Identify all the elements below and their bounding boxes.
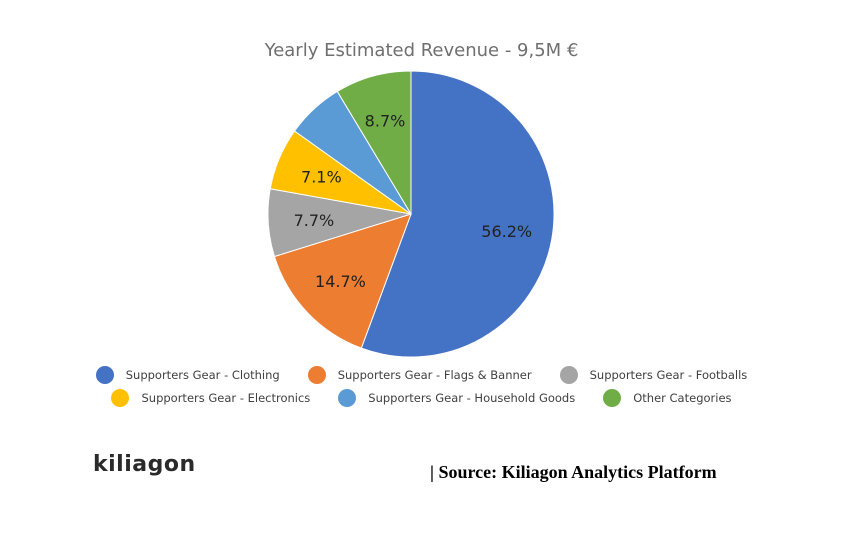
slice-data-label: 7.7% xyxy=(294,211,335,230)
slice-data-label: 56.2% xyxy=(481,222,532,241)
legend-item-flags-banner: Supporters Gear - Flags & Banner xyxy=(307,366,532,384)
legend-swatch xyxy=(95,366,114,384)
legend-item-footballs: Supporters Gear - Footballs xyxy=(559,366,748,384)
pie-slice xyxy=(273,213,412,349)
legend-label: Supporters Gear - Household Goods xyxy=(368,391,576,405)
legend-swatch xyxy=(338,389,357,407)
brand-logo: kiliagon xyxy=(93,452,196,477)
slice-data-label: 8.7% xyxy=(365,111,406,130)
legend-label: Supporters Gear - Footballs xyxy=(589,368,748,382)
legend-label: Other Categories xyxy=(633,391,732,405)
legend-label: Supporters Gear - Flags & Banner xyxy=(337,368,532,382)
pie-chart: 56.2% 14.7% 7.7% 7.1% 8.7% xyxy=(267,70,555,358)
pie-slice xyxy=(360,70,555,358)
slice-data-label: 14.7% xyxy=(315,272,366,291)
legend-row-2: Supporters Gear - Electronics Supporters… xyxy=(0,389,843,407)
legend-item-electronics: Supporters Gear - Electronics xyxy=(111,389,310,407)
legend-item-clothing: Supporters Gear - Clothing xyxy=(95,366,280,384)
source-note: | Source: Kiliagon Analytics Platform xyxy=(430,462,717,482)
legend-item-other-categories: Other Categories xyxy=(603,389,732,407)
legend-swatch xyxy=(111,389,130,407)
legend-label: Supporters Gear - Electronics xyxy=(141,391,311,405)
legend-label: Supporters Gear - Clothing xyxy=(125,368,280,382)
legend-swatch xyxy=(603,389,622,407)
legend-swatch xyxy=(559,366,578,384)
slice-data-label: 7.1% xyxy=(301,167,342,186)
legend-swatch xyxy=(307,366,326,384)
chart-title: Yearly Estimated Revenue - 9,5M € xyxy=(264,40,579,61)
legend-row-1: Supporters Gear - Clothing Supporters Ge… xyxy=(0,366,843,384)
pie-slice xyxy=(336,70,412,216)
legend-item-household-goods: Supporters Gear - Household Goods xyxy=(338,389,575,407)
